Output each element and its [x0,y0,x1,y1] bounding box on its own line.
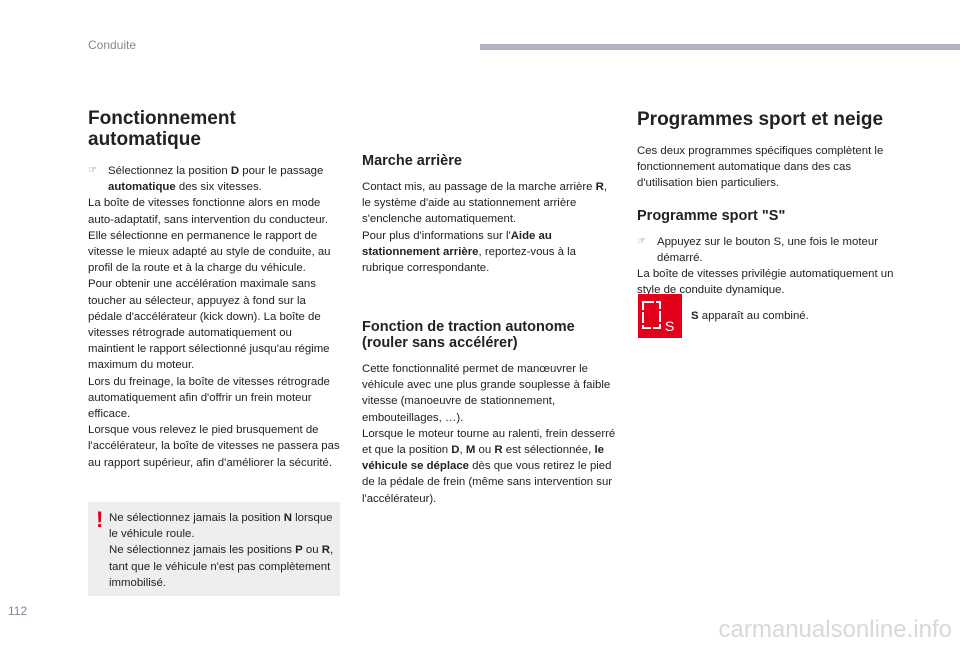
header-bar [480,44,960,50]
text: N [283,512,292,524]
paragraph: Lors du freinage, la boîte de vitesses r… [88,375,330,421]
text: dès que vous retirez le pied de la pédal… [362,460,613,505]
text: R [321,544,330,557]
text: ou [475,444,495,457]
middle-column-lower: Fonction de traction autonome (rouler sa… [362,319,616,507]
text: est sélectionnée, [502,444,595,457]
text: Contact mis, au passage de la marche arr… [362,181,596,193]
text: R [494,444,503,457]
text: lorsque le véhicule roule. [109,512,333,541]
paragraph: Cette fonctionnalité permet de manœuvrer… [362,363,611,424]
hand-pointer-icon: ☞ [637,235,646,247]
text: Ne sélectionnez jamais les positions [109,544,296,557]
text: R [595,181,604,193]
text: , tant que le véhicule n'est pas complèt… [109,544,334,589]
text: D [230,165,240,177]
text: P [295,544,303,557]
section-title: Programmes sport et neige [637,109,884,130]
text: S [691,310,699,323]
text: le véhicule se déplace [362,444,604,473]
text: M [465,444,476,457]
hand-pointer-icon: ☞ [88,165,97,176]
paragraph: Lorsque vous relevez le pied brusquement… [88,424,340,469]
instruction-bullet: ☞ Sélectionnez la position D pour le pass… [88,163,340,195]
right-column: Programmes sport et neige Ces deux progr… [637,109,895,325]
left-column: Fonctionnement automatique ☞ Sélectionnez… [88,108,340,471]
display-letter: S [665,318,674,334]
reverse-title: Marche arrière [362,153,462,169]
instruction-bullet: ☞ Appuyez sur le bouton S, une fois le mo… [637,234,895,266]
sport-mode-display-icon: S [638,294,682,338]
text: , [459,444,466,457]
middle-column: Marche arrière Contact mis, au passage d… [362,153,616,276]
warning-icon: ! [96,507,104,532]
paragraph: Lorsque le moteur tourne au ralenti, fre… [362,426,616,507]
text: des six vitesses. [175,181,262,194]
paragraph: La boîte de vitesses privilégie automati… [637,268,894,297]
paragraph: Pour obtenir une accélération maximale s… [88,278,330,372]
reverse-paragraph: Contact mis, au passage de la marche arr… [362,179,616,276]
text: ou [302,544,322,557]
text: automatique [108,181,176,194]
paragraph: Ces deux programmes spécifiques complète… [637,145,884,190]
text: , reportez-vous à la rubrique correspond… [362,245,576,275]
paragraph: La boîte de vitesses fonctionne alors en… [88,197,331,275]
page-number: 112 [8,604,28,618]
text: Lorsque le moteur tourne au ralenti, fre… [362,427,616,457]
text: apparaît au combiné [698,310,806,323]
warning-box: ! Ne sélectionnez jamais la position N l… [88,502,340,596]
watermark: carmanualsonline.info [718,616,952,643]
display-note: S apparaît au combiné. [637,308,895,324]
sport-title: Programme sport "S" [637,207,786,224]
text: , le système d'aide au stationnement arr… [362,181,608,226]
text: Ne sélectionnez jamais la position [109,512,284,524]
text: pour le passage [239,165,324,177]
text: Appuyez sur le bouton S, une fois le mot… [657,235,878,264]
text: D [451,444,460,457]
creep-title: Fonction de traction autonome (rouler sa… [362,319,575,351]
text: Aide au stationnement arrière [362,229,552,258]
section-header: Conduite [88,38,137,52]
text: Pour plus d'informations sur l' [362,229,511,242]
text: . [805,310,809,323]
text: Sélectionnez la position [108,165,231,177]
section-title: Fonctionnement automatique [88,108,236,150]
warning-text: Ne sélectionnez jamais la position N lor… [109,510,334,591]
